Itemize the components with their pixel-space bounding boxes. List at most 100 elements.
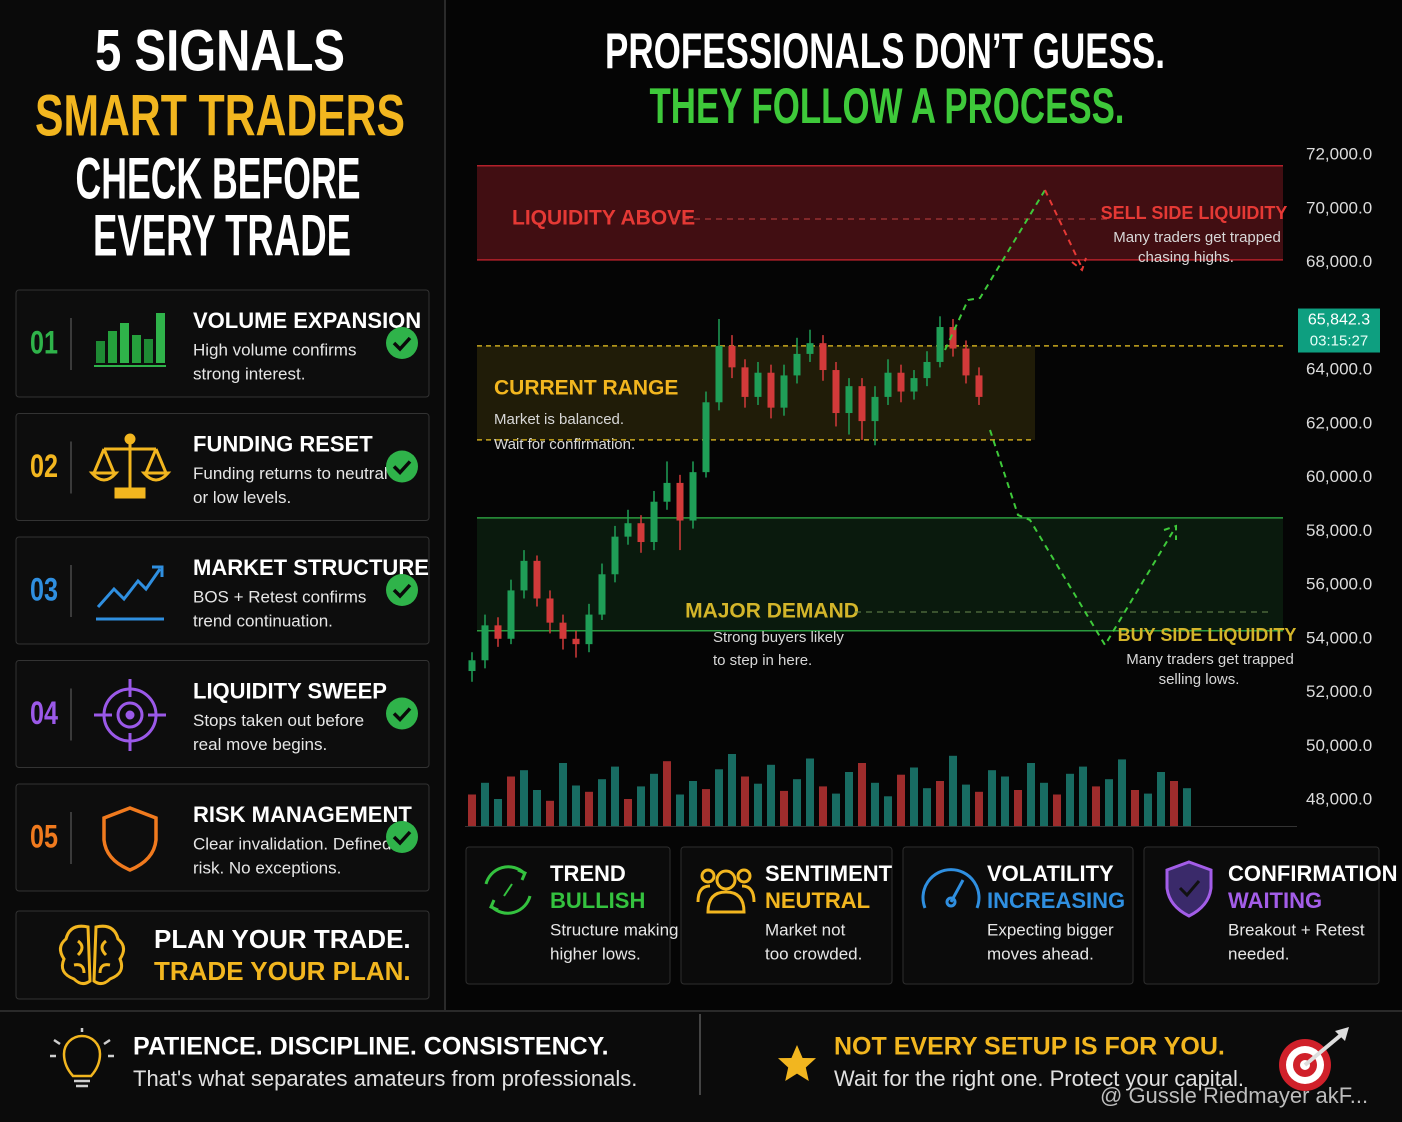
- candle-body: [715, 345, 723, 403]
- candle-body: [871, 396, 879, 422]
- y-tick-label: 68,000.0: [1306, 252, 1372, 271]
- volume-bar: [1131, 790, 1139, 826]
- volume-icon-part: [144, 339, 153, 363]
- volume-bar: [702, 789, 710, 826]
- zone-note: Strong buyers likely: [713, 629, 844, 646]
- signal-title: RISK MANAGEMENT: [193, 802, 412, 827]
- scale-icon: [88, 433, 172, 499]
- gauge-icon: [921, 868, 981, 909]
- brain-icon-part: [92, 924, 125, 986]
- scale-icon-part: [124, 433, 136, 445]
- volume-bar: [715, 769, 723, 826]
- signal-title: MARKET STRUCTURE: [193, 555, 429, 580]
- check-mark: [392, 830, 412, 846]
- signal-card: [15, 289, 430, 398]
- candle-body: [858, 386, 866, 422]
- zone-note: selling lows.: [1159, 671, 1240, 688]
- candle-body: [520, 560, 528, 591]
- trend-icon-part: [503, 883, 513, 897]
- people-icon-part: [736, 868, 752, 884]
- trend-icon: [484, 865, 532, 915]
- volume-icon: [94, 313, 166, 367]
- status-text: higher lows.: [550, 944, 641, 963]
- zone-label: CURRENT RANGE: [494, 377, 678, 400]
- candle-body: [845, 386, 853, 414]
- volume-bar: [884, 796, 892, 826]
- volume-bar: [1027, 763, 1035, 826]
- title-line: EVERY TRADE: [93, 203, 351, 268]
- brain-icon-part: [73, 939, 111, 974]
- volume-bar: [988, 770, 996, 826]
- volume-icon-part: [156, 313, 165, 363]
- volume-bar: [728, 754, 736, 826]
- volume-bar: [832, 793, 840, 826]
- people-icon-part: [696, 884, 756, 903]
- candle-body: [598, 574, 606, 615]
- candle-body: [793, 353, 801, 376]
- volume-icon-part: [96, 341, 105, 363]
- candle-body: [637, 523, 645, 543]
- y-tick-label: 60,000.0: [1306, 467, 1372, 486]
- volume-bar: [1105, 779, 1113, 826]
- volume-bar: [1079, 766, 1087, 826]
- volume-bar: [1157, 772, 1165, 826]
- candle-body: [585, 614, 593, 645]
- brain-icon: [59, 924, 125, 986]
- bulb-icon: [50, 1028, 114, 1088]
- status-text: needed.: [1228, 944, 1289, 963]
- title-line: 5 SIGNALS: [95, 18, 345, 83]
- signal-text: trend continuation.: [193, 611, 333, 630]
- volume-icon-part: [132, 335, 141, 363]
- candle-body: [936, 327, 944, 362]
- plan-line: PLAN YOUR TRADE.: [154, 924, 411, 954]
- people-icon-part: [706, 890, 746, 914]
- volume-bar: [1144, 793, 1152, 826]
- volume-bar: [689, 781, 697, 826]
- signal-text: Clear invalidation. Defined: [193, 834, 391, 853]
- structure-icon-part: [96, 568, 162, 608]
- check-icon: [386, 450, 418, 483]
- candle-body: [728, 345, 736, 368]
- target-icon-part: [125, 710, 135, 720]
- candle-body: [559, 622, 567, 639]
- zone-note: to step in here.: [713, 652, 812, 669]
- signal-text: or low levels.: [193, 488, 291, 507]
- volume-bar: [1053, 794, 1061, 826]
- y-tick-label: 70,000.0: [1306, 198, 1372, 217]
- check-icon: [386, 327, 418, 359]
- title-line: CHECK BEFORE: [76, 146, 361, 211]
- scale-icon-part: [140, 448, 172, 482]
- volume-bar: [975, 791, 983, 826]
- signal-text: High volume confirms: [193, 340, 356, 359]
- zone-note: Many traders get trapped: [1126, 651, 1294, 668]
- volume-bar: [520, 770, 528, 826]
- check-mark: [392, 707, 412, 723]
- title-line: SMART TRADERS: [35, 83, 405, 148]
- plan-line: TRADE YOUR PLAN.: [154, 956, 411, 986]
- volume-bar: [481, 782, 489, 826]
- status-label: SENTIMENT: [765, 861, 893, 886]
- volume-bar: [923, 788, 931, 826]
- volume-bar: [624, 799, 632, 826]
- candle-body: [754, 372, 762, 397]
- candle-body: [624, 523, 632, 537]
- volume-bar: [1170, 781, 1178, 826]
- volume-bar: [767, 764, 775, 826]
- check-mark: [392, 583, 412, 599]
- zone: [477, 165, 1283, 260]
- y-tick-label: 50,000.0: [1306, 736, 1372, 755]
- candle-body: [832, 370, 840, 414]
- candle-body: [819, 343, 827, 371]
- shield-check-icon-part: [1165, 860, 1213, 918]
- signal-number: 04: [30, 695, 58, 731]
- candle-body: [897, 372, 905, 392]
- candle-body: [949, 327, 957, 349]
- candle-body: [481, 625, 489, 661]
- candle-body: [923, 361, 931, 379]
- check-mark: [392, 336, 412, 352]
- volume-bar: [1183, 788, 1191, 826]
- volume-bar: [741, 776, 749, 826]
- candle-body: [507, 590, 515, 639]
